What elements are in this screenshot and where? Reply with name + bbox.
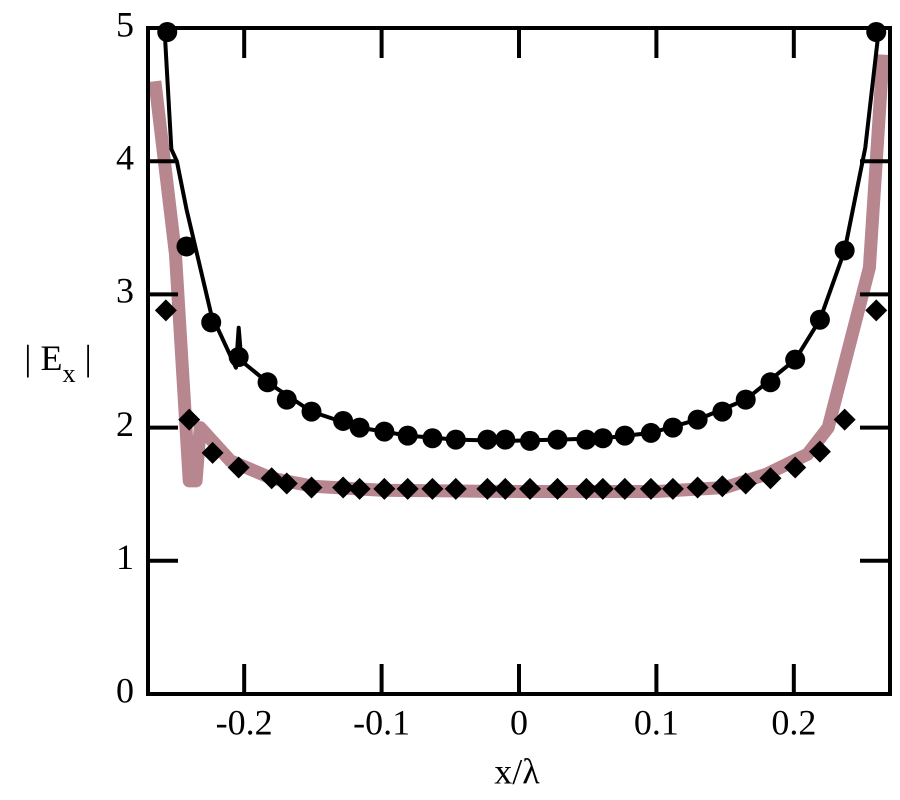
x-tick-label: -0.1	[353, 702, 410, 742]
circle-marker	[422, 428, 443, 449]
y-label-sub: x	[62, 359, 75, 388]
diamond-marker	[154, 299, 177, 322]
y-tick-label: 4	[116, 137, 134, 177]
circle-marker	[809, 309, 830, 330]
diamond-marker	[711, 475, 734, 498]
y-tick-label: 2	[116, 404, 134, 444]
y-axis-label: | Ex |	[24, 338, 91, 388]
x-tick-label: 0.2	[771, 702, 816, 742]
circle-marker	[519, 430, 540, 451]
x-axis-label: x/λ	[494, 751, 540, 791]
circle-marker	[592, 428, 613, 449]
circle-marker	[176, 236, 197, 257]
circle-marker	[547, 429, 568, 450]
diamond-marker	[613, 477, 636, 500]
circle-marker	[201, 312, 222, 333]
circle-marker	[228, 347, 249, 368]
x-tick-label: -0.2	[216, 702, 273, 742]
y-tick-label: 1	[116, 537, 134, 577]
circle-marker	[495, 429, 516, 450]
circle-marker	[662, 417, 683, 438]
circle-marker	[477, 429, 498, 450]
circle-marker	[687, 409, 708, 430]
circle-marker	[712, 401, 733, 422]
diamond-marker	[178, 408, 201, 431]
y-tick-label: 5	[116, 4, 134, 44]
diamond-marker	[494, 477, 517, 500]
diamond-marker	[373, 477, 396, 500]
circle-marker	[257, 372, 278, 393]
circle-marker	[735, 389, 756, 410]
circle-marker	[614, 425, 635, 446]
circle-marker	[374, 421, 395, 442]
circle-marker	[157, 21, 178, 42]
diamond-marker	[546, 477, 569, 500]
diamond-marker	[784, 456, 807, 479]
diamond-marker	[518, 477, 541, 500]
x-tick-label: 0	[510, 702, 528, 742]
diamond-marker	[444, 477, 467, 500]
circle-marker	[276, 389, 297, 410]
circle-marker	[349, 417, 370, 438]
circle-marker	[576, 429, 597, 450]
diamond-marker	[591, 477, 614, 500]
circle-marker	[333, 410, 354, 431]
diamond-marker	[348, 477, 371, 500]
diamond-marker	[686, 476, 709, 499]
diamond-marker	[759, 467, 782, 490]
circle-marker	[397, 425, 418, 446]
diamond-marker	[300, 476, 323, 499]
diamond-marker	[734, 472, 757, 495]
diamond-marker	[201, 441, 224, 464]
circle-marker	[834, 240, 855, 261]
diamond-marker	[332, 476, 355, 499]
circle-marker	[866, 21, 887, 42]
diamond-marker	[865, 299, 888, 322]
diamond-marker	[396, 477, 419, 500]
diamond-marker	[275, 472, 298, 495]
diamond-marker	[833, 408, 856, 431]
diamond-marker	[421, 477, 444, 500]
y-label-part: |	[75, 338, 91, 378]
y-tick-label: 3	[116, 271, 134, 311]
circle-marker	[301, 401, 322, 422]
circle-marker	[445, 429, 466, 450]
circle-marker	[640, 422, 661, 443]
plot-frame	[146, 26, 892, 696]
circle-marker	[785, 349, 806, 370]
diamond-marker	[639, 477, 662, 500]
thick-curve	[148, 54, 890, 499]
diamond-marker	[661, 477, 684, 500]
circle-marker	[760, 372, 781, 393]
diamond-marker	[476, 477, 499, 500]
diamond-marker	[808, 440, 831, 463]
y-tick-label: 0	[116, 670, 134, 710]
y-label-part: | E	[24, 338, 62, 378]
x-tick-label: 0.1	[634, 702, 679, 742]
diamond-marker	[575, 477, 598, 500]
diamond-marker	[227, 456, 250, 479]
